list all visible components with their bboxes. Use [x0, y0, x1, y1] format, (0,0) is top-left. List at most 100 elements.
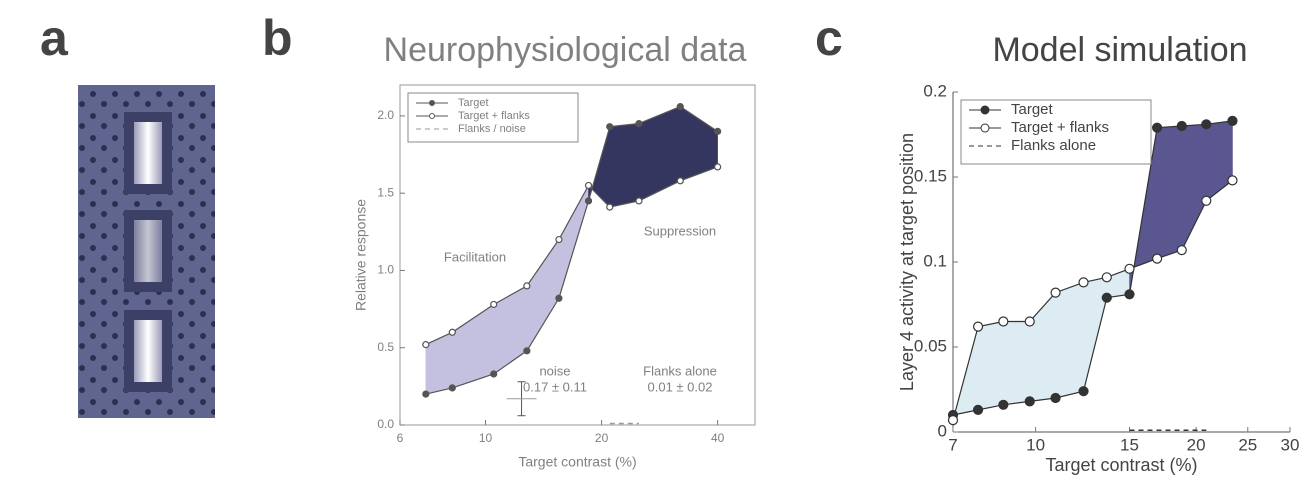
data-point [974, 405, 983, 414]
data-point [524, 283, 530, 289]
data-point [1153, 123, 1162, 132]
x-tick-label: 20 [1187, 435, 1206, 454]
x-tick-label: 7 [948, 435, 957, 454]
facilitation-fill [452, 305, 493, 388]
data-point [1202, 120, 1211, 129]
data-point [999, 317, 1008, 326]
facilitation-fill [1056, 282, 1084, 398]
y-tick-label: 0.2 [923, 81, 947, 100]
page: a b c Neurophysiological data 0.0 0.5 1.0 1.… [0, 0, 1314, 478]
data-point [1125, 264, 1134, 273]
chart-title: Neurophysiological data [384, 31, 747, 69]
data-point [999, 400, 1008, 409]
x-tick-label: 10 [1026, 435, 1045, 454]
data-point [524, 348, 530, 354]
suppression-fill [1157, 126, 1182, 259]
x-tick-label: 20 [595, 431, 609, 445]
data-point [1102, 273, 1111, 282]
data-point [636, 121, 642, 127]
facilitation-fill [978, 322, 1003, 410]
annotation: noise [539, 363, 570, 378]
x-tick-label: 6 [397, 431, 404, 445]
suppression-fill [1206, 121, 1232, 201]
facilitation-fill [559, 186, 589, 299]
x-axis-label: Target contrast (%) [1045, 455, 1197, 475]
data-point [715, 128, 721, 134]
y-tick-label: 2.0 [377, 108, 394, 122]
data-point [423, 391, 429, 397]
data-point [1025, 317, 1034, 326]
y-tick-label: 0 [938, 421, 947, 440]
y-tick-label: 0.5 [377, 340, 394, 354]
data-point [1125, 290, 1134, 299]
data-point [586, 198, 592, 204]
data-point [423, 342, 429, 348]
x-tick-label: 40 [711, 431, 725, 445]
facilitation-fill [1003, 322, 1029, 405]
data-point [715, 164, 721, 170]
data-point [1177, 246, 1186, 255]
data-point [1025, 397, 1034, 406]
facilitation-fill [426, 332, 453, 394]
suppression-fill [1182, 124, 1207, 250]
x-tick-label: 15 [1120, 435, 1139, 454]
data-point [491, 371, 497, 377]
data-point [636, 198, 642, 204]
facilitation-fill [494, 286, 527, 374]
data-point [1153, 254, 1162, 263]
data-point [974, 322, 983, 331]
legend-label: Target [458, 97, 489, 109]
data-point [677, 178, 683, 184]
data-point [1102, 293, 1111, 302]
data-point [1079, 278, 1088, 287]
data-point [1177, 122, 1186, 131]
panel-label: c [815, 10, 843, 66]
data-point [607, 204, 613, 210]
legend-marker [430, 114, 435, 119]
annotation: 0.17 ± 0.11 [523, 379, 587, 394]
suppression-fill [680, 107, 717, 181]
data-point [677, 104, 683, 110]
data-point [607, 124, 613, 130]
data-point [449, 385, 455, 391]
data-point [449, 329, 455, 335]
y-tick-label: 0.15 [914, 166, 947, 185]
data-point [949, 416, 958, 425]
data-point [491, 301, 497, 307]
x-axis-label: Target contrast (%) [518, 454, 636, 470]
figure: a b c Neurophysiological data 0.0 0.5 1.0 1.… [0, 0, 1314, 478]
y-axis-label: Relative response [353, 199, 369, 311]
data-point [556, 295, 562, 301]
legend-marker [430, 101, 435, 106]
y-tick-label: 1.5 [377, 185, 394, 199]
annotation: Facilitation [444, 249, 506, 264]
suppression-fill [610, 124, 639, 208]
panel-label: b [262, 10, 293, 66]
panel-label: a [40, 10, 69, 66]
annotation: Flanks alone [643, 363, 717, 378]
y-tick-label: 0.05 [914, 336, 947, 355]
legend-label: Target + flanks [1011, 119, 1109, 136]
legend-label: Flanks / noise [458, 123, 526, 135]
flank-bar [134, 320, 162, 382]
flank-bar [134, 122, 162, 184]
y-tick-label: 0.1 [923, 251, 947, 270]
legend-label: Flanks alone [1011, 137, 1096, 154]
legend-marker [981, 124, 989, 132]
annotation: 0.01 ± 0.02 [648, 379, 713, 394]
facilitation-fill [1030, 293, 1056, 402]
y-axis-label: Layer 4 activity at target position [897, 133, 917, 391]
stimulus [78, 85, 215, 418]
data-point [1228, 176, 1237, 185]
legend-label: Target + flanks [458, 110, 530, 122]
data-point [586, 182, 592, 188]
x-tick-label: 30 [1281, 435, 1300, 454]
legend-label: Target [1011, 101, 1054, 118]
y-tick-label: 0.0 [377, 417, 394, 431]
data-point [1228, 116, 1237, 125]
x-tick-label: 10 [479, 431, 493, 445]
y-tick-label: 1.0 [377, 263, 394, 277]
x-tick-label: 25 [1238, 435, 1257, 454]
data-point [1202, 196, 1211, 205]
data-point [1051, 288, 1060, 297]
